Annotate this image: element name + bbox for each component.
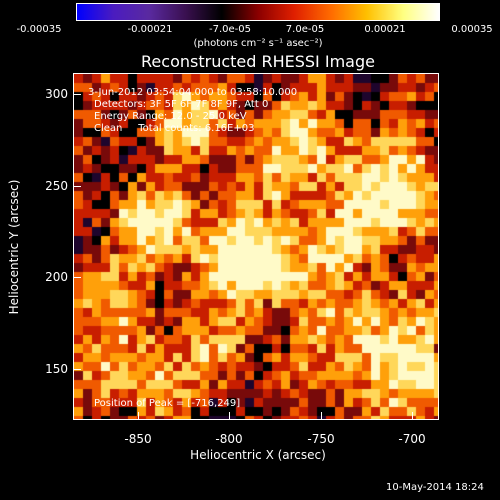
x-tick-label: -700 <box>398 432 426 446</box>
colorbar-tick-label: -0.00021 <box>127 24 173 35</box>
peak-position-text: Position of Peak = [-716,249] <box>94 398 241 409</box>
y-tick-mark <box>73 369 81 370</box>
x-tick-mark <box>321 412 322 420</box>
x-tick-mark <box>412 412 413 420</box>
y-tick-label: 250 <box>45 179 68 193</box>
plot-frame <box>73 73 439 420</box>
time-range-text: 3-Jun-2012 03:54:04.000 to 03:58:10.000 <box>88 87 298 98</box>
x-tick-mark <box>229 412 230 420</box>
colorbar-tick-label: 0.00021 <box>364 24 406 35</box>
colorbar-tick-label: -7.0e-05 <box>209 24 251 35</box>
colorbar-tick-label: 7.0e-05 <box>285 24 325 35</box>
x-tick-label: -850 <box>124 432 152 446</box>
y-axis-title: Heliocentric Y (arcsec) <box>7 179 21 315</box>
colorbar-unit-label: (photons cm⁻² s⁻¹ asec⁻²) <box>193 38 323 49</box>
energy-range-text: Energy Range: 12.0 - 25.0 keV <box>94 111 247 122</box>
y-tick-label: 150 <box>45 362 68 376</box>
x-axis-title: Heliocentric X (arcsec) <box>190 448 326 462</box>
clean-counts-text: Clean Total counts: 6.16E+03 <box>94 123 255 134</box>
y-tick-mark <box>73 277 81 278</box>
colorbar-tick-label: 0.00035 <box>451 24 493 35</box>
y-tick-label: 200 <box>45 270 68 284</box>
x-tick-label: -750 <box>307 432 335 446</box>
colorbar <box>76 3 440 21</box>
x-tick-label: -800 <box>215 432 243 446</box>
rhessi-heatmap-image <box>74 74 438 419</box>
y-tick-mark <box>73 186 81 187</box>
y-tick-label: 300 <box>45 87 68 101</box>
plot-timestamp: 10-May-2014 18:24 <box>386 482 484 493</box>
detectors-text: Detectors: 3F 5F 6F 7F 8F 9F, Att 0 <box>94 99 269 110</box>
colorbar-tick-label: -0.00035 <box>16 24 62 35</box>
x-tick-mark <box>138 412 139 420</box>
image-title: Reconstructed RHESSI Image <box>141 52 375 71</box>
y-tick-mark <box>73 94 81 95</box>
